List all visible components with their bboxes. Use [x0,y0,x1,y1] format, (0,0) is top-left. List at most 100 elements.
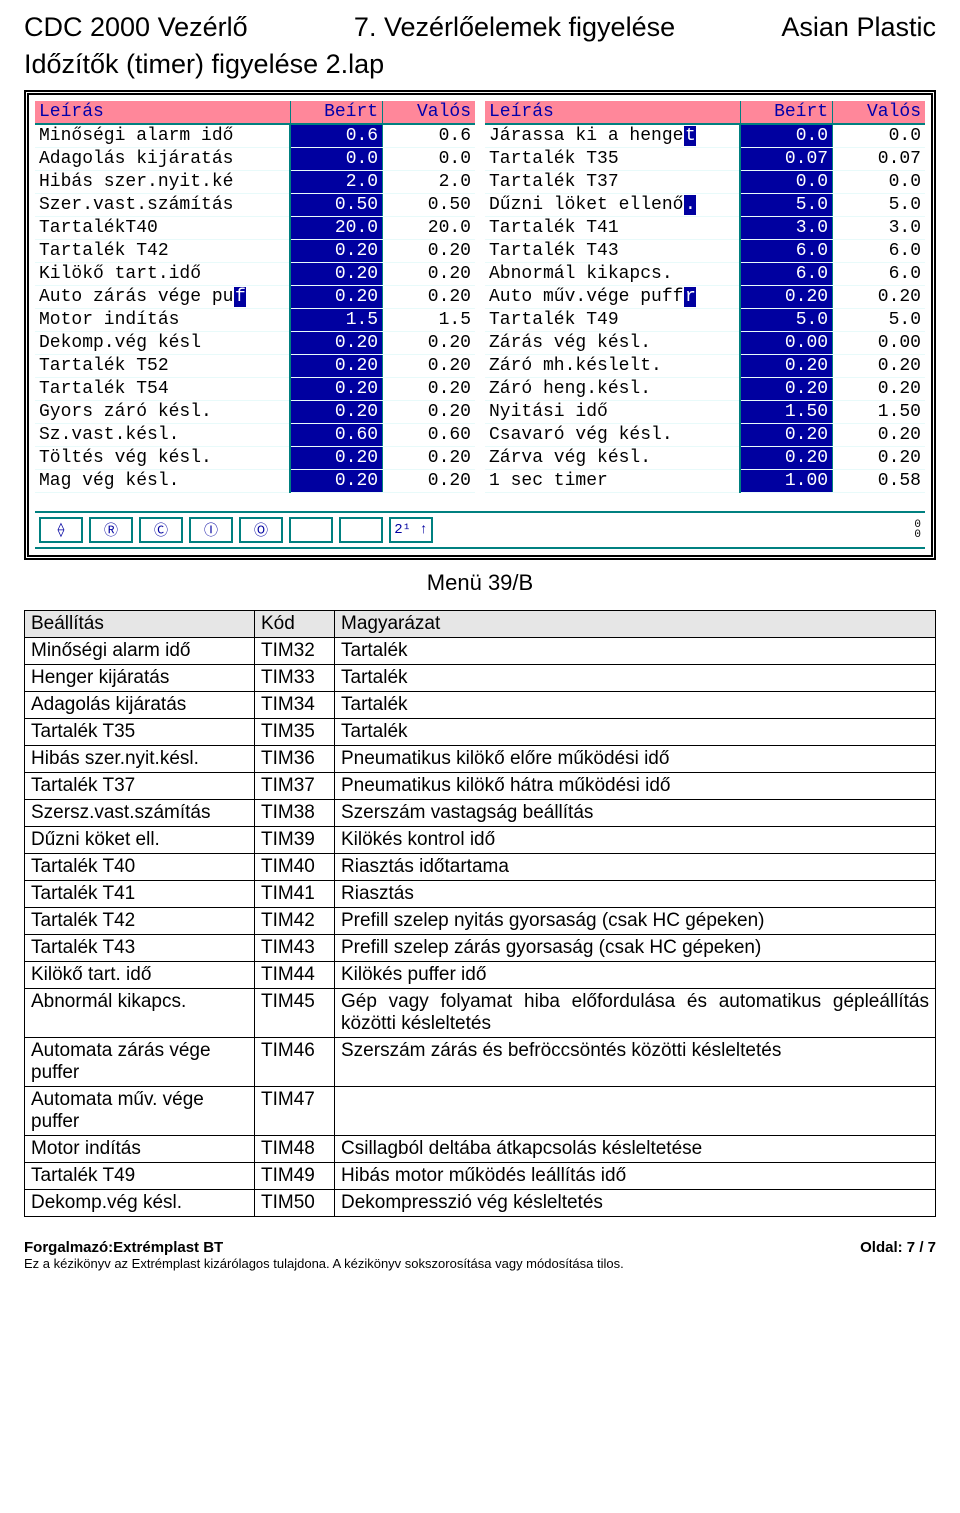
timer-beirt[interactable]: 0.20 [740,286,832,309]
timer-beirt[interactable]: 0.00 [740,332,832,355]
timer-beirt[interactable]: 1.5 [290,309,382,332]
timer-valos: 0.20 [383,263,475,286]
timer-beirt[interactable]: 0.20 [290,355,382,378]
timer-valos: 0.20 [833,355,925,378]
timer-beirt[interactable]: 0.20 [290,263,382,286]
explain-desc: Kilökés puffer idő [335,962,936,989]
hmi-status-bar: ⟠ⓇⒸⒾⓄ2¹ ↑00 [35,511,925,549]
timer-beirt[interactable]: 1.00 [740,470,832,493]
timer-beirt[interactable]: 0.0 [740,124,832,148]
explain-code: TIM50 [255,1190,335,1217]
timer-beirt[interactable]: 3.0 [740,217,832,240]
explain-code: TIM36 [255,746,335,773]
explain-row: Tartalék T40TIM40Riasztás időtartama [25,854,936,881]
timer-row: 1 sec timer1.000.58 [485,470,925,493]
explain-setting: Dekomp.vég késl. [25,1190,255,1217]
explain-row: Szersz.vast.számításTIM38Szerszám vastag… [25,800,936,827]
explain-row: Tartalék T49TIM49Hibás motor működés leá… [25,1163,936,1190]
explain-setting: Tartalék T37 [25,773,255,800]
timer-row: Zárva vég késl.0.200.20 [485,447,925,470]
timer-desc: Sz.vast.késl. [35,424,290,447]
timer-row: Minőségi alarm idő0.60.6 [35,124,475,148]
explain-desc: Prefill szelep nyitás gyorsaság (csak HC… [335,908,936,935]
footer-distributor: Forgalmazó:Extrémplast BT [24,1239,624,1256]
explain-desc: Csillagból deltába átkapcsolás késleltet… [335,1136,936,1163]
timer-row: Kilökő tart.idő0.200.20 [35,263,475,286]
timer-desc: Zárás vég késl. [485,332,740,355]
explain-row: Motor indításTIM48Csillagból deltába átk… [25,1136,936,1163]
timer-desc: Záró heng.késl. [485,378,740,401]
timer-row: Zárás vég késl.0.000.00 [485,332,925,355]
timer-beirt[interactable]: 0.20 [290,447,382,470]
explain-setting: Automata zárás vége puffer [25,1038,255,1087]
timer-valos: 0.20 [383,378,475,401]
timer-desc: Zárva vég késl. [485,447,740,470]
timer-beirt[interactable]: 0.50 [290,194,382,217]
explain-code: TIM45 [255,989,335,1038]
explain-setting: Dűzni köket ell. [25,827,255,854]
timer-desc: Tartalék T41 [485,217,740,240]
timer-desc: Hibás szer.nyit.ké [35,171,290,194]
timer-row: Mag vég késl.0.200.20 [35,470,475,493]
explain-row: Tartalék T35TIM35Tartalék [25,719,936,746]
explain-setting: Adagolás kijáratás [25,692,255,719]
timer-beirt[interactable]: 20.0 [290,217,382,240]
timer-valos: 0.07 [833,148,925,171]
timer-beirt[interactable]: 0.60 [290,424,382,447]
explain-desc: Dekompresszió vég késleltetés [335,1190,936,1217]
timer-row: Nyitási idő1.501.50 [485,401,925,424]
explain-code: TIM38 [255,800,335,827]
timer-row: Tartalék T520.200.20 [35,355,475,378]
timer-beirt[interactable]: 6.0 [740,263,832,286]
explain-row: Automata zárás vége pufferTIM46Szerszám … [25,1038,936,1087]
timer-beirt[interactable]: 5.0 [740,309,832,332]
timer-beirt[interactable]: 2.0 [290,171,382,194]
timer-beirt[interactable]: 0.07 [740,148,832,171]
timer-row: Járassa ki a henget0.00.0 [485,124,925,148]
timer-desc: Járassa ki a henget [485,124,740,148]
explain-row: Minőségi alarm időTIM32Tartalék [25,638,936,665]
timer-desc: Tartalék T37 [485,171,740,194]
timer-beirt[interactable]: 0.20 [290,332,382,355]
timer-beirt[interactable]: 0.20 [740,355,832,378]
statusbar-icon[interactable] [339,517,383,543]
timer-desc: Tartalék T35 [485,148,740,171]
explain-desc: Kilökés kontrol idő [335,827,936,854]
timer-desc: Töltés vég késl. [35,447,290,470]
explain-desc: Szerszám zárás és befröccsöntés közötti … [335,1038,936,1087]
statusbar-icon[interactable]: Ⓞ [239,517,283,543]
statusbar-icon[interactable]: Ⓡ [89,517,133,543]
timer-beirt[interactable]: 0.20 [290,240,382,263]
timer-valos: 20.0 [383,217,475,240]
timer-beirt[interactable]: 1.50 [740,401,832,424]
statusbar-icon[interactable]: ⟠ [39,517,83,543]
statusbar-icon[interactable]: Ⓒ [139,517,183,543]
timer-beirt[interactable]: 0.20 [290,401,382,424]
statusbar-icon[interactable] [289,517,333,543]
explain-code: TIM33 [255,665,335,692]
timer-beirt[interactable]: 0.0 [740,171,832,194]
timer-beirt[interactable]: 5.0 [740,194,832,217]
timer-beirt[interactable]: 6.0 [740,240,832,263]
timer-beirt[interactable]: 0.20 [740,447,832,470]
timer-desc: Tartalék T43 [485,240,740,263]
timer-beirt[interactable]: 0.20 [290,378,382,401]
statusbar-icon[interactable]: 2¹ ↑ [389,517,433,543]
timer-desc: 1 sec timer [485,470,740,493]
explain-code: TIM35 [255,719,335,746]
timer-beirt[interactable]: 0.6 [290,124,382,148]
timer-beirt[interactable]: 0.20 [740,378,832,401]
timer-beirt[interactable]: 0.20 [290,286,382,309]
timer-beirt[interactable]: 0.20 [290,470,382,493]
explain-setting: Minőségi alarm idő [25,638,255,665]
explain-desc: Riasztás időtartama [335,854,936,881]
timer-valos: 0.20 [833,424,925,447]
timer-desc: Tartalék T49 [485,309,740,332]
explain-desc: Pneumatikus kilökő előre működési idő [335,746,936,773]
timer-valos: 0.20 [833,378,925,401]
explain-code: TIM48 [255,1136,335,1163]
timer-desc: Motor indítás [35,309,290,332]
timer-beirt[interactable]: 0.0 [290,148,382,171]
timer-beirt[interactable]: 0.20 [740,424,832,447]
statusbar-icon[interactable]: Ⓘ [189,517,233,543]
